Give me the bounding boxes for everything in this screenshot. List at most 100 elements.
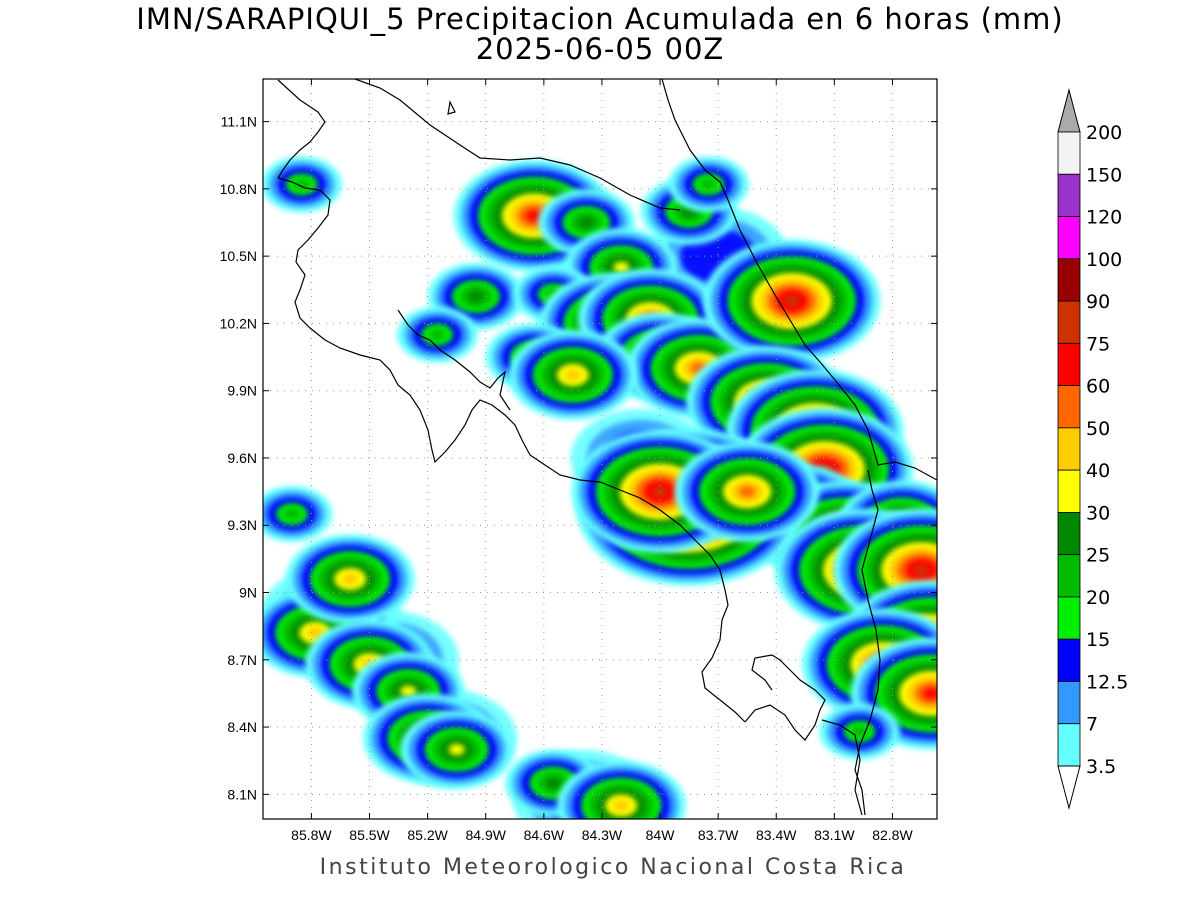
colorbar-label: 20 — [1086, 587, 1110, 609]
colorbar-swatch — [1057, 342, 1081, 387]
nicaragua-border — [277, 79, 326, 179]
colorbar-label: 75 — [1086, 333, 1110, 355]
y-tick-label: 9.3N — [227, 517, 257, 533]
y-tick-label: 10.2N — [220, 315, 257, 331]
colorbar-label: 15 — [1086, 629, 1110, 651]
precip-contour — [545, 777, 562, 789]
precip-contour — [467, 290, 485, 303]
precip-contour — [739, 486, 756, 498]
map-title: IMN/SARAPIQUI_5 Precipitacion Acumulada … — [136, 2, 1064, 36]
precip-cell — [285, 534, 415, 624]
colorbar-swatch — [1057, 554, 1081, 598]
precip-contour — [284, 508, 301, 520]
x-tick-label: 85.8W — [291, 827, 332, 843]
colorbar-swatch — [1057, 596, 1081, 640]
colorbar-swatch — [1057, 258, 1081, 302]
precip-cell — [819, 703, 900, 760]
precip-contour — [651, 486, 669, 498]
y-tick-label: 8.4N — [227, 719, 257, 735]
colorbar-swatch — [1057, 216, 1081, 260]
y-tick-label: 9.9N — [227, 383, 257, 399]
precip-contour — [564, 369, 581, 381]
x-tick-label: 84W — [646, 827, 676, 843]
x-tick-label: 83.4W — [756, 827, 797, 843]
precip-cell — [427, 262, 525, 331]
precip-contour — [613, 261, 630, 273]
y-tick-label: 8.7N — [227, 652, 257, 668]
map-subtitle-date: 2025-06-05 00Z — [475, 32, 725, 66]
burica-peninsula — [821, 719, 863, 816]
precip-cell — [703, 239, 881, 363]
osa-peninsula — [744, 654, 826, 741]
colorbar-under-arrow — [1057, 765, 1081, 810]
x-tick-label: 85.5W — [349, 827, 390, 843]
colorbar-label: 25 — [1086, 545, 1110, 567]
precip-contour — [293, 178, 310, 190]
precip-contour — [913, 564, 930, 576]
colorbar-swatch — [1057, 300, 1081, 344]
colorbar-swatch — [1057, 385, 1081, 429]
x-tick-label: 83.7W — [698, 827, 739, 843]
precip-contour — [342, 573, 359, 585]
precip-contour — [923, 687, 937, 700]
precip-contour — [783, 295, 800, 307]
precip-cell — [571, 430, 749, 554]
colorbar-label: 200 — [1086, 122, 1122, 144]
x-tick-label: 84.6W — [524, 827, 565, 843]
precip-contour — [526, 210, 543, 222]
colorbar-label: 120 — [1086, 207, 1122, 229]
map-axes: 85.8W 85.5W 85.2W 84.9W 84.6W 84.3W 84W 83.7W 83… — [220, 79, 937, 843]
colorbar-label: 150 — [1086, 164, 1122, 186]
colorbar-label: 3.5 — [1086, 756, 1116, 778]
precip-cell — [668, 156, 749, 213]
precip-contour — [578, 216, 595, 229]
panama-border — [854, 469, 881, 816]
precip-contour — [400, 685, 417, 697]
x-tick-label: 85.2W — [407, 827, 448, 843]
precip-contour — [851, 725, 868, 738]
precipitation-field — [263, 156, 937, 819]
colorbar: 3.5 7 12.5 15 20 25 30 40 50 60 75 90 100 120 150 200 — [1057, 88, 1128, 810]
map-frame — [262, 78, 938, 820]
precip-cell — [400, 710, 514, 789]
colorbar-label: 7 — [1086, 714, 1098, 736]
colorbar-label: 30 — [1086, 502, 1110, 524]
precip-contour — [429, 329, 446, 341]
colorbar-swatch — [1057, 638, 1081, 682]
y-tick-label: 10.5N — [220, 248, 257, 264]
colorbar-swatch — [1057, 131, 1081, 175]
pacific-coast-north — [277, 177, 746, 723]
colorbar-swatch — [1057, 512, 1081, 556]
credit-line: Instituto Meteorologico Nacional Costa R… — [319, 855, 907, 880]
y-tick-label: 10.8N — [220, 181, 257, 197]
colorbar-label: 12.5 — [1086, 671, 1128, 693]
coastlines-borders — [277, 79, 937, 816]
colorbar-label: 50 — [1086, 418, 1110, 440]
precip-cell — [397, 306, 478, 363]
island-outline — [447, 100, 456, 115]
y-tick-label: 11.1N — [221, 114, 257, 130]
colorbar-label: 60 — [1086, 376, 1110, 398]
precip-cell — [674, 441, 820, 543]
lake-nicaragua-shore — [354, 79, 681, 211]
colorbar-swatch — [1057, 681, 1081, 725]
colorbar-label: 100 — [1086, 249, 1122, 271]
colorbar-label: 90 — [1086, 291, 1110, 313]
precip-cell — [556, 760, 686, 819]
caribbean-coast — [661, 79, 937, 481]
x-tick-label: 82.8W — [872, 827, 913, 843]
colorbar-swatch — [1057, 427, 1081, 471]
nicoya-gulf — [397, 309, 511, 411]
colorbar-swatch — [1057, 173, 1081, 217]
y-tick-label: 9.6N — [227, 450, 257, 466]
precip-cell — [263, 486, 333, 543]
precip-contour — [700, 178, 717, 190]
x-tick-label: 84.9W — [465, 827, 506, 843]
colorbar-swatch — [1057, 723, 1081, 767]
colorbar-over-arrow — [1057, 88, 1081, 133]
precip-cell — [508, 330, 638, 420]
colorbar-swatch — [1057, 469, 1081, 513]
x-tick-label: 84.3W — [582, 827, 623, 843]
colorbar-label: 40 — [1086, 460, 1110, 482]
